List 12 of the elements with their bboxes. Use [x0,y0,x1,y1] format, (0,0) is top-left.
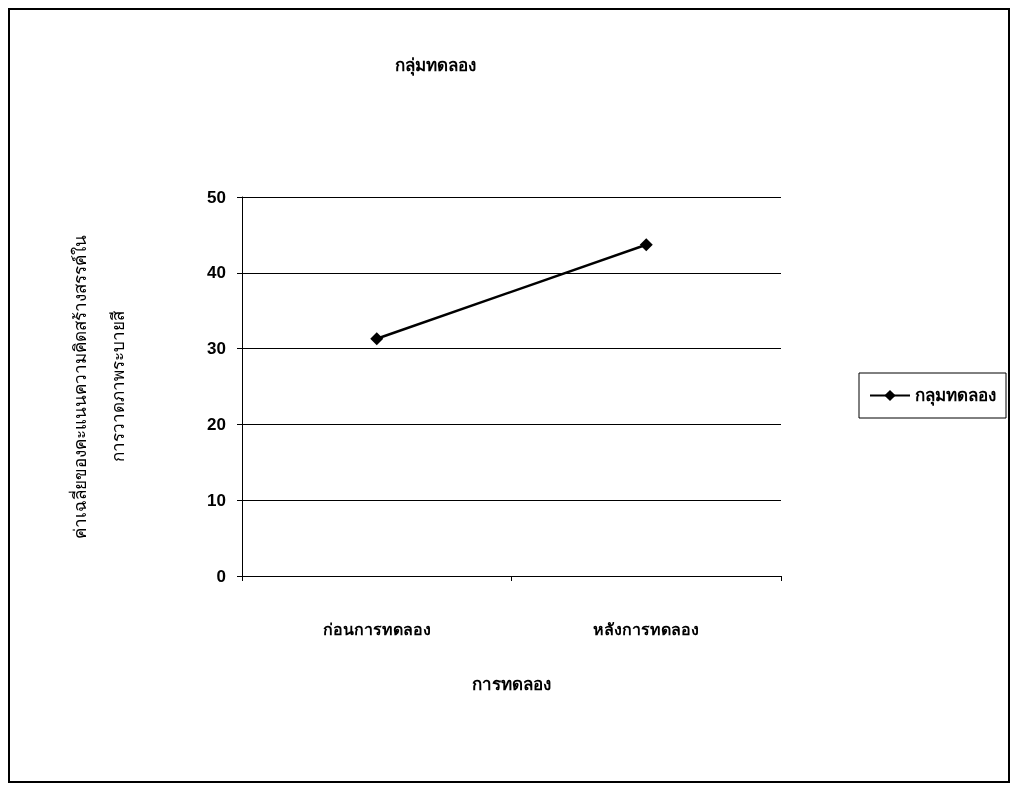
y-tick-label: 50 [207,187,226,207]
legend-label: กลุมทดลอง [915,386,996,406]
x-axis-title: การทดลอง [472,675,551,694]
y-tick-label: 10 [207,490,226,510]
x-tick-label: ก่อนการทดลอง [322,620,431,638]
y-tick-label: 0 [216,566,226,586]
y-tick-label: 20 [207,414,226,434]
chart-title: กลุ่มทดลอง [395,56,476,76]
y-tick-label: 40 [207,263,226,283]
x-tick-label: หลังการทดลอง [593,620,700,638]
y-tick-label: 30 [207,339,226,359]
y-axis-title: ค่าเฉลี่ยของคะแนนความคิดสร้างสรรค์ใน การวาดภาพระบายสี [67,234,128,539]
